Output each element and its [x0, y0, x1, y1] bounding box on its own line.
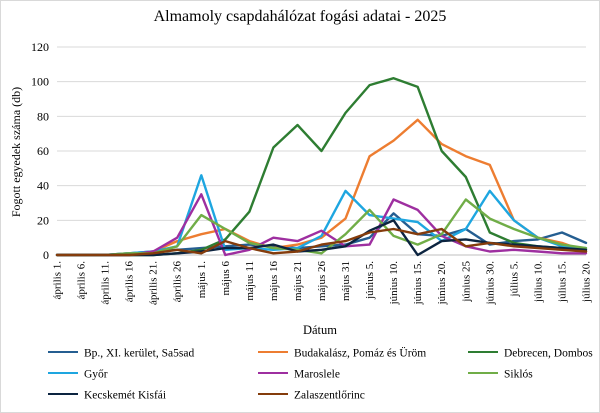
- series-line-3: [55, 76, 588, 257]
- x-tick-label: május 21: [292, 261, 304, 301]
- x-tick-label: május 31: [340, 261, 352, 301]
- x-tick-label: április 26: [172, 261, 184, 303]
- legend-label: Bp., XI. kerület, Sa5sad: [84, 347, 195, 360]
- legend-item: Zalaszentlőrinc: [258, 389, 365, 405]
- x-tick-label: április 1.: [52, 261, 64, 300]
- x-tick-label: június 25: [460, 261, 472, 303]
- legend-swatch: [468, 351, 498, 354]
- legend-item: Bp., XI. kerület, Sa5sad: [48, 347, 194, 363]
- legend-item: Győr: [48, 368, 108, 384]
- legend-item: Debrecen, Dombos: [468, 347, 593, 363]
- x-tick-label: június 20.: [436, 261, 448, 306]
- legend-item: Kecskemét Kisfái: [48, 389, 166, 405]
- series-lines: [55, 76, 588, 257]
- x-tick-label: április 21.: [148, 261, 160, 305]
- legend-swatch: [258, 372, 288, 375]
- legend-swatch: [468, 372, 498, 375]
- x-axis-title: Dátum: [303, 323, 337, 337]
- x-tick-label: július 5.: [508, 261, 520, 298]
- y-tick-label: 40: [37, 179, 49, 193]
- x-tick-label: június 30.: [484, 261, 496, 306]
- x-tick-label: június 15.: [412, 261, 424, 306]
- y-tick-label: 20: [37, 213, 49, 227]
- x-tick-label: július 20.: [581, 261, 593, 303]
- legend-swatch: [258, 351, 288, 354]
- legend-item: Maroslele: [258, 368, 340, 384]
- y-tick-label: 0: [43, 248, 49, 262]
- x-tick-label: május 1.: [196, 261, 208, 299]
- x-tick-label: május 11: [244, 261, 256, 301]
- x-tick-label: június 10.: [388, 261, 400, 306]
- y-tick-label: 120: [31, 40, 49, 54]
- y-tick-label: 80: [37, 109, 49, 123]
- y-tick-label: 60: [37, 144, 49, 158]
- x-tick-label: május 16: [268, 261, 280, 302]
- legend-swatch: [48, 372, 78, 375]
- legend-item: Siklós: [468, 368, 533, 384]
- x-tick-label: május 6: [220, 261, 232, 296]
- legend-label: Győr: [84, 368, 108, 381]
- legend-swatch: [48, 393, 78, 396]
- legend-swatch: [48, 351, 78, 354]
- x-tick-label: július 15.: [556, 261, 568, 303]
- legend-label: Debrecen, Dombos: [504, 347, 593, 360]
- x-tick-label: július 10.: [532, 261, 544, 303]
- y-tick-label: 100: [31, 75, 49, 89]
- y-axis-title: Fogott egyedek száma (db): [9, 87, 23, 217]
- legend-label: Kecskemét Kisfái: [84, 389, 167, 402]
- legend-swatch: [258, 393, 288, 396]
- legend-label: Maroslele: [294, 368, 340, 381]
- legend-label: Siklós: [504, 368, 533, 381]
- x-tick-label: május 26: [316, 261, 328, 302]
- series-line-8: [55, 227, 588, 257]
- legend-item: Budakalász, Pomáz és Üröm: [258, 347, 426, 363]
- legend-label: Budakalász, Pomáz és Üröm: [294, 347, 427, 360]
- x-tick-label: június 5.: [364, 261, 376, 300]
- x-tick-label: április 6.: [76, 261, 88, 300]
- legend-label: Zalaszentlőrinc: [294, 389, 365, 402]
- chart-title: Almamoly csapdahálózat fogási adatai - 2…: [153, 8, 447, 25]
- x-tick-label: április 11.: [100, 261, 112, 305]
- tick-labels: 0 20 40 60 80 100 120 április 1. április 6. ápril…: [31, 40, 593, 305]
- x-tick-label: április 16: [124, 261, 136, 303]
